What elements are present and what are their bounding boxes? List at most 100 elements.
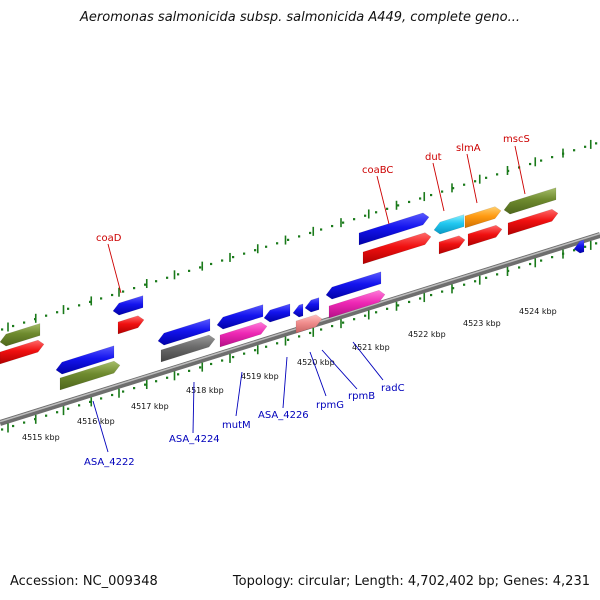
gene-feature[interactable] bbox=[573, 239, 585, 254]
gene-feature[interactable] bbox=[433, 214, 465, 235]
gene-label-radC[interactable]: radC bbox=[381, 383, 405, 394]
gene-label-mscS[interactable]: mscS bbox=[503, 134, 530, 145]
lower-track-dot bbox=[298, 335, 301, 338]
gene-feature[interactable] bbox=[0, 323, 41, 347]
gene-feature[interactable] bbox=[362, 232, 432, 265]
gene-feature[interactable] bbox=[263, 303, 291, 323]
upper-track-dot bbox=[265, 245, 268, 248]
lower-track-dot bbox=[188, 369, 191, 372]
lower-track-dot bbox=[342, 321, 345, 324]
upper-track-dot bbox=[188, 269, 191, 272]
upper-track-dot bbox=[199, 266, 202, 269]
callout-line bbox=[321, 349, 358, 390]
upper-track-dot bbox=[353, 218, 356, 221]
upper-track-dot bbox=[133, 287, 136, 290]
upper-track-dot bbox=[331, 224, 334, 228]
upper-track-dot bbox=[155, 280, 158, 283]
upper-track-dot bbox=[419, 197, 422, 200]
callout-line bbox=[235, 371, 243, 417]
upper-track-dot bbox=[56, 311, 59, 314]
gene-label-slmA[interactable]: slmA bbox=[456, 143, 481, 154]
lower-track bbox=[1, 242, 598, 431]
gene-feature[interactable] bbox=[464, 206, 502, 229]
lower-track-dot bbox=[265, 345, 268, 348]
lower-track-dot bbox=[45, 414, 48, 417]
gene-label-ASA_4226[interactable]: ASA_4226 bbox=[258, 410, 309, 421]
gene-label-rpmB[interactable]: rpmB bbox=[348, 391, 375, 402]
gene-feature[interactable] bbox=[295, 314, 323, 334]
upper-track-dot bbox=[221, 259, 224, 262]
lower-track-dot bbox=[375, 311, 378, 314]
scale-label: 4521 kbp bbox=[352, 343, 390, 352]
upper-track-dot bbox=[67, 307, 70, 310]
lower-track-dot bbox=[551, 256, 554, 259]
scale-labels: 4515 kbp 4516 kbp 4517 kbp 4518 kbp 4519 kbp… bbox=[22, 307, 557, 442]
lower-track-dot bbox=[595, 242, 598, 245]
lower-track-dot bbox=[122, 390, 125, 393]
upper-track-dot bbox=[551, 156, 554, 159]
gene-feature[interactable] bbox=[507, 208, 559, 236]
scale-label: 4517 kbp bbox=[131, 402, 169, 411]
gene-label-coaBC[interactable]: coaBC bbox=[362, 165, 393, 176]
gene-feature[interactable] bbox=[358, 212, 430, 246]
upper-track-dot bbox=[430, 193, 433, 197]
gene-feature[interactable] bbox=[304, 297, 320, 313]
lower-track-dot bbox=[353, 318, 356, 321]
upper-track-dot bbox=[89, 300, 92, 303]
gene-feature[interactable] bbox=[117, 315, 145, 335]
upper-track-dot bbox=[210, 262, 213, 266]
scale-label: 4523 kbp bbox=[463, 319, 501, 328]
gene-label-dut[interactable]: dut bbox=[425, 152, 442, 163]
gene-feature[interactable] bbox=[216, 304, 264, 330]
lower-track-dot bbox=[221, 359, 224, 362]
scale-ticks bbox=[7, 139, 592, 433]
gene-feature[interactable] bbox=[503, 187, 557, 215]
gene-label-ASA_4222[interactable]: ASA_4222 bbox=[84, 457, 135, 468]
upper-track-dot bbox=[342, 221, 345, 224]
gene-feature[interactable] bbox=[0, 339, 45, 365]
upper-track bbox=[1, 142, 598, 331]
gene-feature[interactable] bbox=[59, 360, 121, 391]
upper-track-dot bbox=[144, 283, 147, 286]
upper-track-dot bbox=[320, 228, 323, 231]
lower-track-dot bbox=[199, 366, 202, 369]
scale-label: 4524 kbp bbox=[519, 307, 557, 316]
callout-line bbox=[107, 243, 122, 294]
gene-label-ASA_4224[interactable]: ASA_4224 bbox=[169, 434, 220, 445]
gene-feature[interactable] bbox=[325, 271, 382, 300]
upper-track-dot bbox=[364, 214, 367, 217]
lower-track-dot bbox=[243, 352, 246, 355]
lower-track-dot bbox=[155, 380, 158, 383]
lower-track-dot bbox=[276, 342, 279, 345]
lower-track-dot bbox=[89, 400, 92, 403]
callout-line bbox=[432, 162, 445, 212]
upper-track-dot bbox=[397, 204, 400, 207]
lower-track-dot bbox=[177, 373, 180, 376]
gene-label-mutM[interactable]: mutM bbox=[222, 420, 251, 431]
upper-track-dot bbox=[100, 297, 103, 300]
gene-feature[interactable] bbox=[112, 295, 144, 316]
lower-track-dot bbox=[23, 421, 26, 424]
upper-track-dot bbox=[529, 162, 532, 166]
upper-track-dot bbox=[111, 293, 114, 297]
upper-track-dot bbox=[463, 183, 466, 186]
lower-track-dot bbox=[485, 276, 488, 279]
gene-label-rpmG[interactable]: rpmG bbox=[316, 400, 344, 411]
gene-feature[interactable] bbox=[55, 345, 115, 375]
lower-track-dot bbox=[573, 249, 576, 252]
gene-feature[interactable] bbox=[160, 334, 216, 363]
gene-callouts: coaD coaBC dut slmA mscS ASA_4222 ASA_4224mutM… bbox=[84, 134, 530, 468]
lower-track-dot bbox=[210, 362, 213, 366]
gene-feature[interactable] bbox=[328, 290, 386, 319]
lower-track-dot bbox=[540, 259, 543, 262]
gene-feature[interactable] bbox=[438, 235, 466, 255]
gene-label-coaD[interactable]: coaD bbox=[96, 233, 122, 244]
upper-track-dot bbox=[452, 187, 455, 190]
gene-feature[interactable] bbox=[157, 318, 211, 346]
lower-track-dot bbox=[496, 273, 499, 276]
gene-feature[interactable] bbox=[219, 321, 268, 348]
lower-track-dot bbox=[166, 376, 169, 379]
accession-text: Accession: NC_009348 bbox=[10, 574, 158, 589]
gene-feature[interactable] bbox=[292, 303, 304, 318]
gene-feature[interactable] bbox=[467, 224, 503, 247]
